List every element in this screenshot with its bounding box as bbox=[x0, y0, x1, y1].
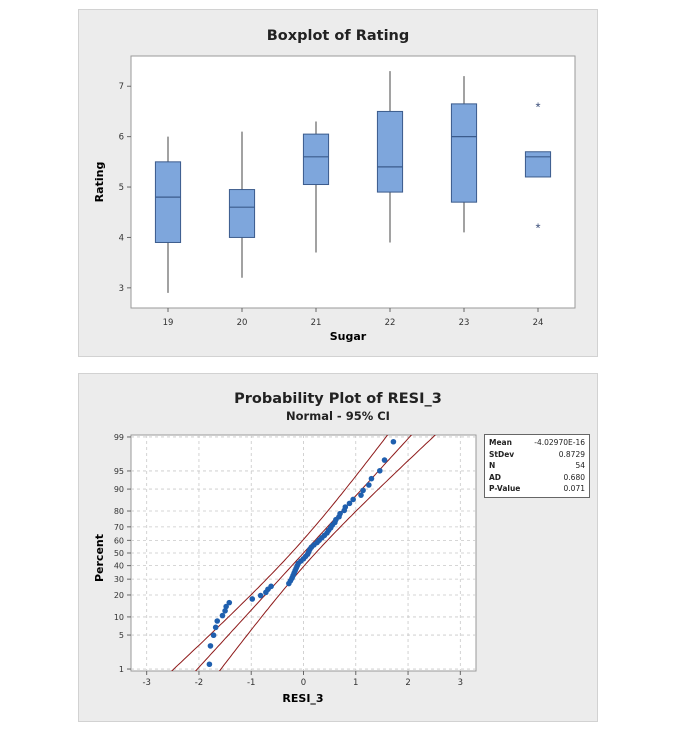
x-tick-label: 23 bbox=[459, 318, 470, 328]
stats-row-mean: Mean -4.02970E-16 bbox=[489, 437, 585, 449]
stats-key: AD bbox=[489, 472, 502, 482]
x-tick-label: 19 bbox=[163, 318, 174, 328]
boxplot-y-axis-label: Rating bbox=[93, 162, 106, 203]
data-point bbox=[210, 632, 217, 639]
stats-value: 0.071 bbox=[563, 484, 585, 493]
x-tick-label: 2 bbox=[405, 678, 410, 688]
y-tick-label: 90 bbox=[114, 485, 124, 494]
x-tick-label: 21 bbox=[311, 318, 322, 328]
stats-key: P-Value bbox=[489, 484, 521, 493]
stats-row-stdev: StDev 0.8729 bbox=[489, 449, 585, 461]
y-tick-label: 20 bbox=[114, 591, 124, 600]
data-point bbox=[226, 599, 233, 606]
stats-value: -4.02970E-16 bbox=[534, 438, 585, 447]
data-point bbox=[360, 487, 366, 494]
y-tick-label: 99 bbox=[114, 433, 124, 442]
data-point bbox=[358, 492, 364, 498]
data-point bbox=[368, 475, 375, 482]
data-point bbox=[207, 643, 214, 649]
box-iqr bbox=[302, 133, 330, 186]
y-tick-label: 50 bbox=[114, 549, 124, 558]
box-iqr bbox=[376, 110, 404, 193]
box-iqr bbox=[450, 103, 478, 203]
x-tick-label: 20 bbox=[237, 318, 248, 328]
x-tick-label: -2 bbox=[195, 678, 203, 688]
data-point bbox=[268, 583, 274, 590]
data-point bbox=[257, 592, 264, 599]
x-tick-label: -1 bbox=[247, 678, 255, 688]
x-tick-label: 0 bbox=[301, 678, 306, 688]
stats-row-ad: AD 0.680 bbox=[489, 472, 585, 484]
probability-y-axis-label: Percent bbox=[93, 534, 106, 582]
data-point bbox=[219, 612, 226, 619]
probability-subtitle: Normal - 95% CI bbox=[286, 409, 390, 423]
x-tick-label: -3 bbox=[142, 678, 150, 688]
data-point bbox=[214, 618, 221, 624]
x-tick-label: 22 bbox=[385, 318, 396, 328]
ci-lower-line bbox=[170, 435, 389, 671]
box-iqr bbox=[154, 161, 182, 243]
y-tick-label: 6 bbox=[119, 133, 124, 143]
data-point bbox=[381, 457, 388, 463]
y-tick-label: 95 bbox=[114, 467, 124, 476]
data-point bbox=[390, 438, 397, 445]
stats-key: Mean bbox=[489, 438, 512, 447]
stats-value: 54 bbox=[575, 461, 585, 470]
probability-panel: Probability Plot of RESI_3 Normal - 95% … bbox=[78, 373, 598, 722]
fit-lines bbox=[170, 435, 437, 671]
data-point bbox=[223, 603, 229, 610]
stats-key: StDev bbox=[489, 449, 515, 459]
data-point bbox=[366, 482, 372, 488]
y-tick-label: 10 bbox=[114, 613, 124, 622]
stats-key: N bbox=[489, 461, 496, 470]
data-point bbox=[206, 661, 213, 668]
data-point bbox=[346, 500, 353, 507]
y-tick-label: 7 bbox=[119, 82, 124, 92]
boxplot-x-axis-label: Sugar bbox=[330, 330, 367, 343]
y-tick-label: 40 bbox=[114, 562, 124, 571]
ci-upper-line bbox=[218, 435, 437, 671]
x-tick-label: 3 bbox=[458, 678, 463, 688]
boxplot-panel: Boxplot of Rating 3 4 5 6 7 19 20 21 22 23 24 * * Su… bbox=[78, 9, 598, 357]
stats-row-pvalue: P-Value 0.071 bbox=[489, 483, 585, 495]
fitted-line bbox=[194, 435, 413, 671]
x-tick-label: 1 bbox=[353, 678, 358, 688]
stats-value: 0.8729 bbox=[558, 449, 585, 459]
data-point bbox=[212, 624, 219, 631]
box-outlier: * bbox=[535, 99, 540, 114]
boxplot-title: Boxplot of Rating bbox=[267, 28, 410, 44]
data-point bbox=[350, 496, 356, 503]
boxplot-chart: Boxplot of Rating 3 4 5 6 7 19 20 21 22 23 24 * * Su… bbox=[93, 28, 576, 343]
y-tick-label: 30 bbox=[114, 575, 124, 584]
y-tick-label: 5 bbox=[119, 183, 124, 193]
y-tick-label: 60 bbox=[114, 536, 124, 545]
stats-row-n: N 54 bbox=[489, 460, 585, 472]
y-tick-label: 70 bbox=[114, 523, 124, 532]
data-point bbox=[342, 504, 349, 510]
y-tick-label: 1 bbox=[119, 665, 124, 674]
probability-title: Probability Plot of RESI_3 bbox=[234, 391, 442, 407]
x-tick-label: 24 bbox=[533, 318, 544, 328]
stats-legend: Mean -4.02970E-16 StDev 0.8729 N 54 AD 0… bbox=[484, 434, 590, 498]
box-outlier: * bbox=[535, 220, 540, 235]
box-iqr bbox=[228, 189, 256, 238]
data-point bbox=[249, 596, 256, 602]
stats-value: 0.680 bbox=[563, 472, 585, 482]
probability-x-axis-label: RESI_3 bbox=[282, 692, 323, 705]
data-point bbox=[222, 608, 228, 614]
y-tick-label: 80 bbox=[114, 507, 124, 516]
data-point bbox=[337, 510, 343, 517]
boxplot-plot-area bbox=[130, 55, 576, 309]
y-tick-label: 4 bbox=[119, 233, 124, 243]
y-tick-label: 5 bbox=[119, 631, 124, 640]
probability-chart: Probability Plot of RESI_3 Normal - 95% … bbox=[93, 391, 477, 705]
y-tick-label: 3 bbox=[119, 284, 124, 294]
data-point bbox=[377, 467, 383, 474]
box-iqr bbox=[524, 151, 552, 178]
